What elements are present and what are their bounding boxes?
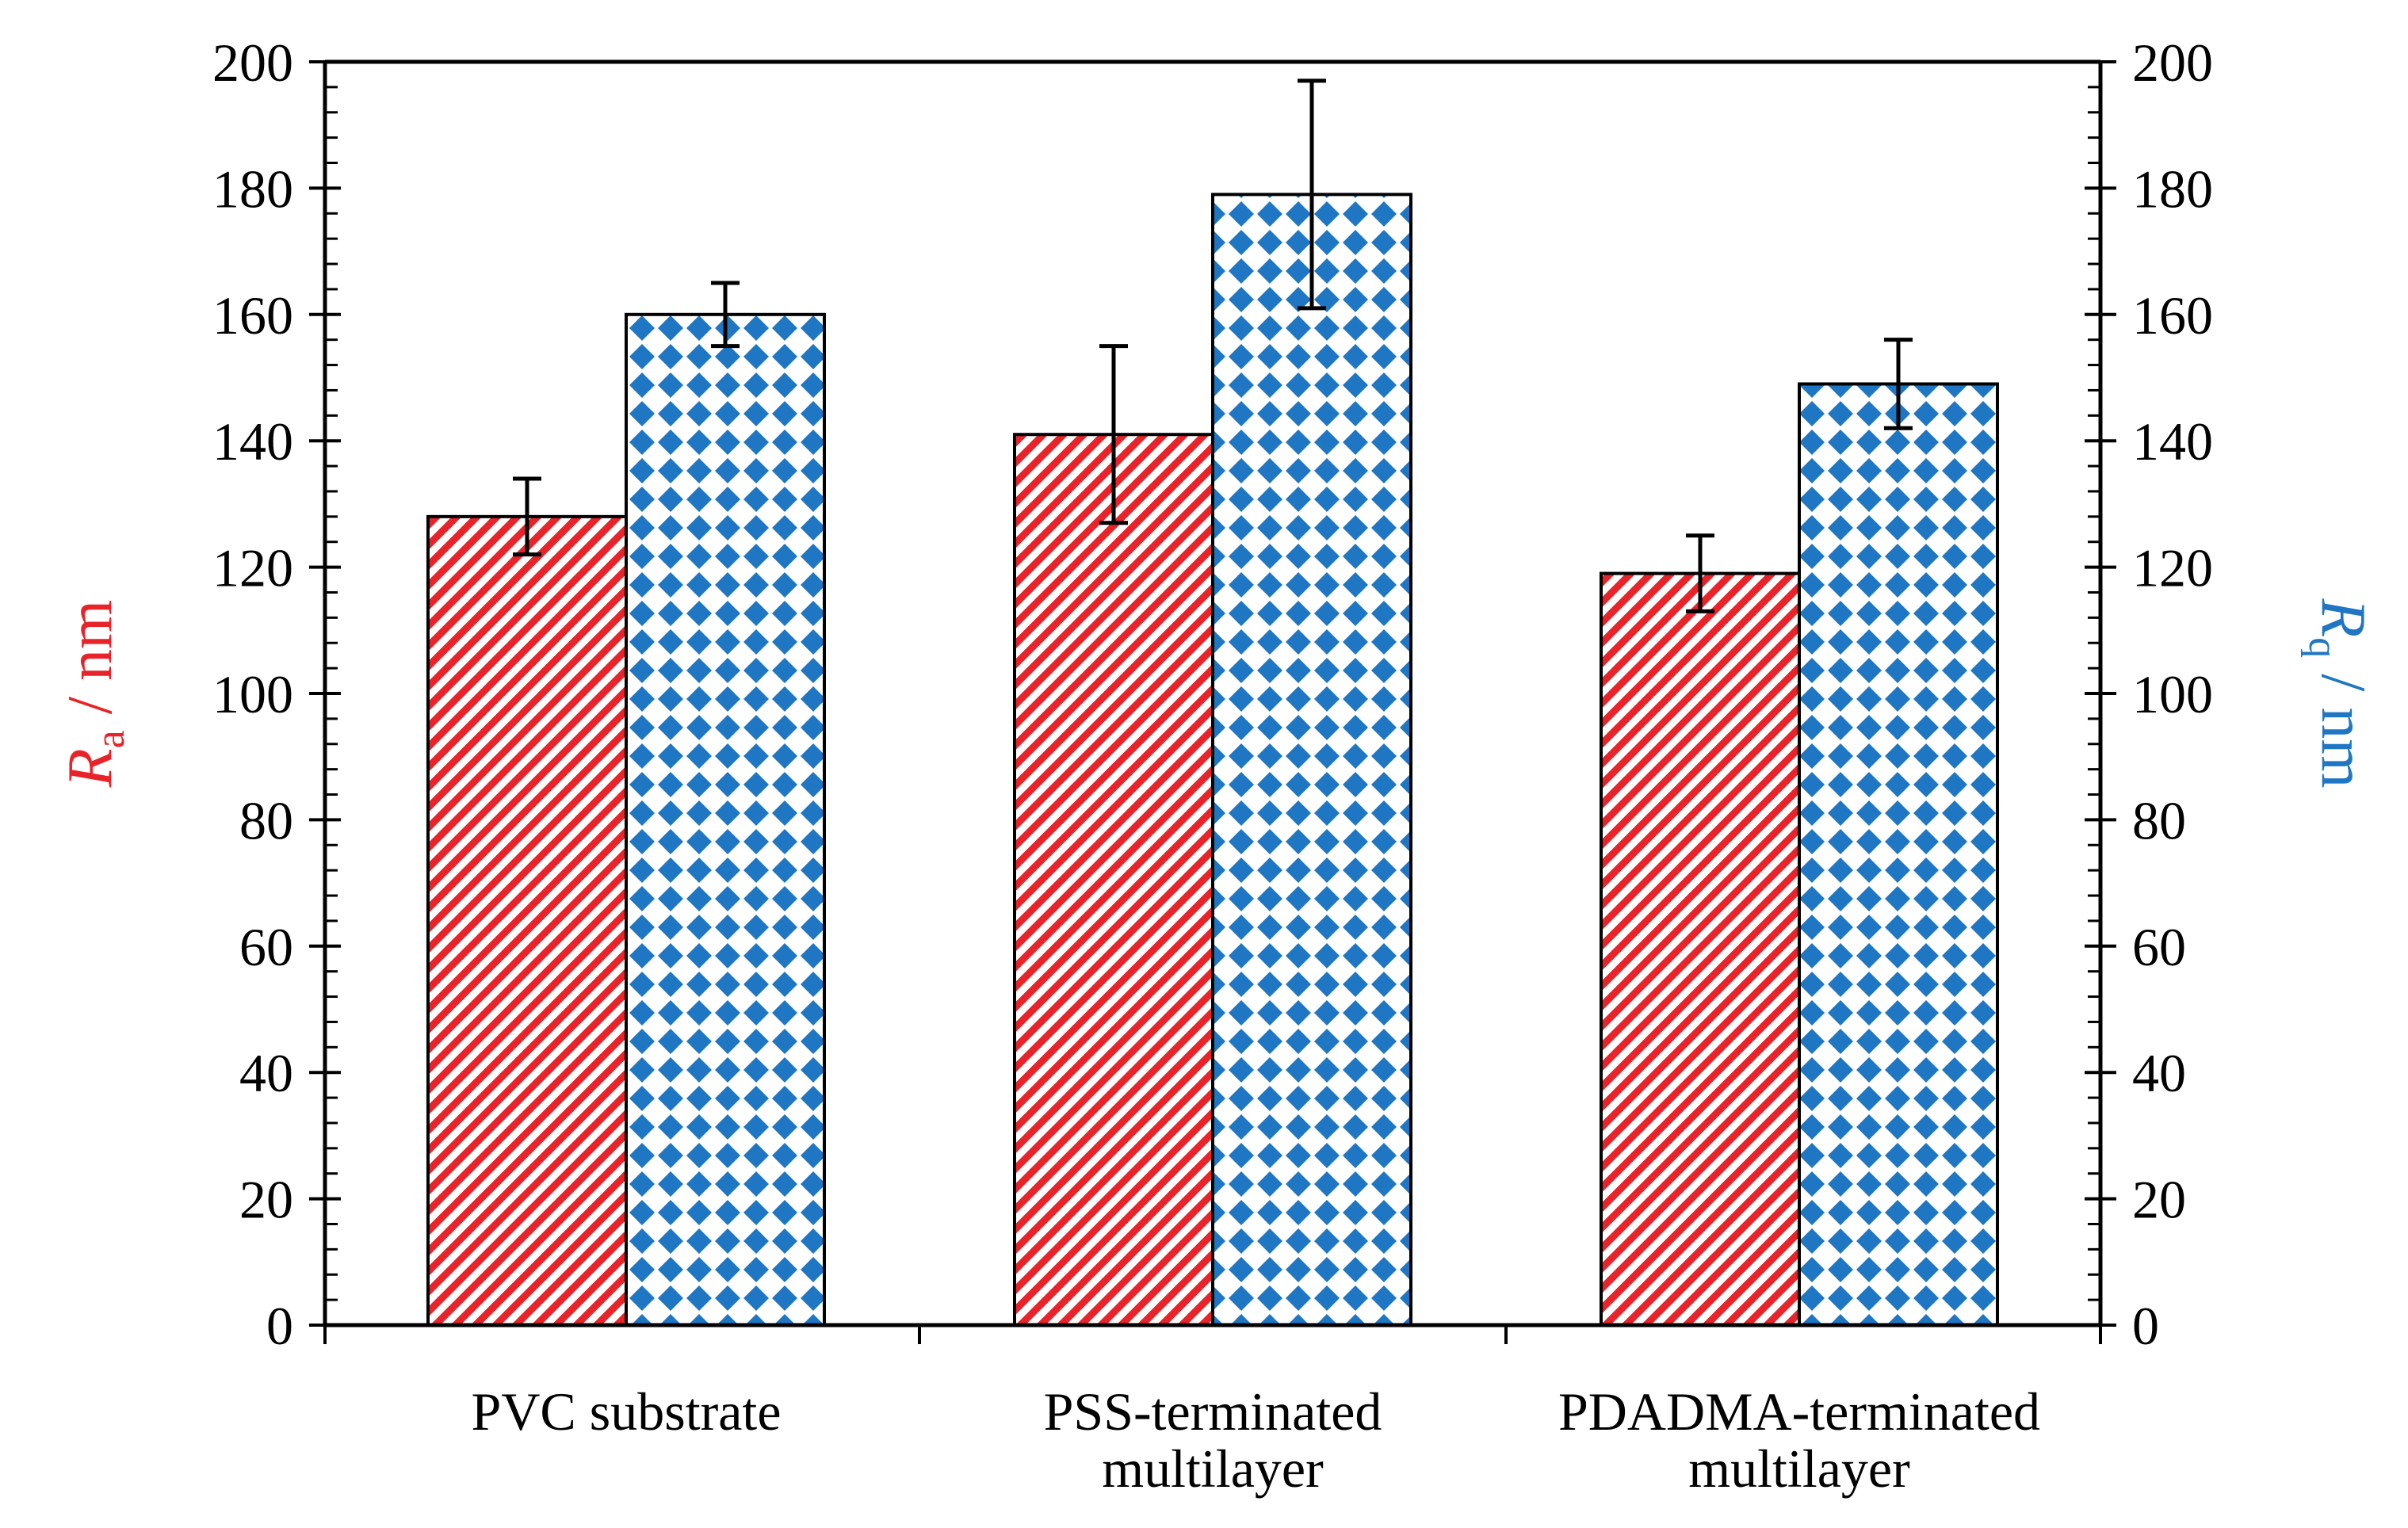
y-tick-label-right: 160 bbox=[2132, 285, 2213, 346]
y-tick-label-left: 0 bbox=[266, 1296, 293, 1356]
y-axis-title-left-subscript: a bbox=[88, 730, 133, 748]
bar-ra-3 bbox=[1600, 571, 1801, 1327]
y-axis-title-right-symbol: R bbox=[2308, 598, 2378, 637]
x-category-label-3: PDADMA-terminated bbox=[1558, 1381, 2040, 1442]
x-category-label-1: PVC substrate bbox=[472, 1381, 782, 1442]
bars-layer bbox=[426, 193, 1999, 1327]
y-tick-label-left: 20 bbox=[239, 1170, 293, 1230]
x-category-label-2: multilayer bbox=[1102, 1438, 1324, 1499]
bar-rq-2 bbox=[1211, 193, 1412, 1327]
x-category-label-2: PSS-terminated bbox=[1044, 1381, 1382, 1442]
y-axis-title-right-subscript: q bbox=[2300, 637, 2345, 658]
y-tick-label-right: 20 bbox=[2132, 1170, 2186, 1230]
y-tick-label-left: 40 bbox=[239, 1043, 293, 1103]
y-tick-label-left: 120 bbox=[212, 538, 293, 598]
y-tick-label-left: 140 bbox=[212, 411, 293, 472]
bar-ra-2 bbox=[1013, 433, 1214, 1327]
y-tick-label-left: 100 bbox=[212, 664, 293, 724]
y-axis-title-left-unit: / nm bbox=[55, 600, 125, 730]
y-tick-label-right: 0 bbox=[2132, 1296, 2159, 1356]
y-tick-label-left: 200 bbox=[212, 32, 293, 93]
y-axis-title-left: Ra / nm bbox=[55, 600, 133, 788]
error-bars-layer bbox=[513, 78, 1913, 613]
labels-layer: 0 0 20 20 40 40 60 60 80 80 100 100 120 120 140 140 160 1… bbox=[55, 32, 2378, 1499]
y-tick-label-right: 200 bbox=[2132, 32, 2213, 93]
bar-rq-1 bbox=[625, 312, 826, 1327]
bar-rq-3 bbox=[1798, 382, 1999, 1327]
y-tick-label-right: 100 bbox=[2132, 664, 2213, 724]
y-axis-title-left-symbol: R bbox=[55, 748, 125, 788]
y-tick-label-left: 80 bbox=[239, 790, 293, 850]
y-tick-label-right: 120 bbox=[2132, 538, 2213, 598]
y-tick-label-right: 140 bbox=[2132, 411, 2213, 472]
y-tick-label-left: 160 bbox=[212, 285, 293, 346]
y-tick-label-right: 40 bbox=[2132, 1043, 2186, 1103]
y-tick-label-left: 60 bbox=[239, 917, 293, 977]
y-tick-label-right: 180 bbox=[2132, 159, 2213, 219]
y-axis-title-right: Rq / nm bbox=[2300, 598, 2378, 788]
y-tick-label-left: 180 bbox=[212, 159, 293, 219]
x-category-label-3: multilayer bbox=[1688, 1438, 1910, 1499]
y-axis-title-right-unit: / nm bbox=[2308, 658, 2378, 788]
y-tick-label-right: 60 bbox=[2132, 917, 2186, 977]
bar-ra-1 bbox=[426, 514, 628, 1327]
axes-layer bbox=[309, 59, 2116, 1344]
y-tick-label-right: 80 bbox=[2132, 790, 2186, 850]
